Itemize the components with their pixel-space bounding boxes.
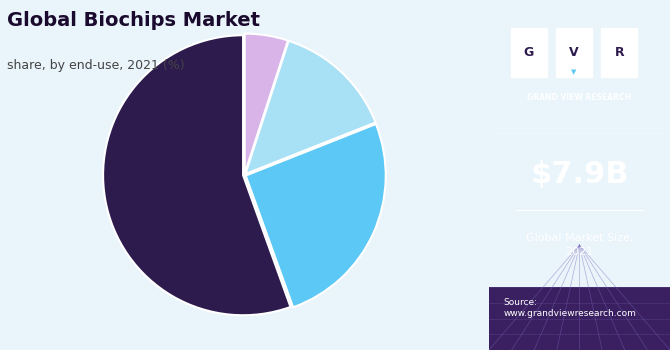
Text: Global Market Size,
2021: Global Market Size, 2021 — [526, 233, 633, 257]
Text: share, by end-use, 2021 (%): share, by end-use, 2021 (%) — [7, 60, 184, 72]
Wedge shape — [245, 41, 376, 174]
Text: V: V — [570, 46, 579, 59]
Text: Global Biochips Market: Global Biochips Market — [7, 10, 260, 29]
Text: G: G — [524, 46, 534, 59]
Text: GRAND VIEW RESEARCH: GRAND VIEW RESEARCH — [527, 93, 632, 103]
Wedge shape — [246, 124, 386, 307]
Text: ▼: ▼ — [572, 69, 577, 75]
FancyBboxPatch shape — [489, 287, 670, 350]
FancyBboxPatch shape — [556, 28, 592, 77]
Text: R: R — [614, 46, 624, 59]
Wedge shape — [245, 34, 288, 174]
Text: $7.9B: $7.9B — [530, 161, 628, 189]
FancyBboxPatch shape — [511, 28, 547, 77]
FancyBboxPatch shape — [601, 28, 637, 77]
Text: Source:
www.grandviewresearch.com: Source: www.grandviewresearch.com — [503, 298, 636, 318]
Wedge shape — [103, 35, 291, 315]
